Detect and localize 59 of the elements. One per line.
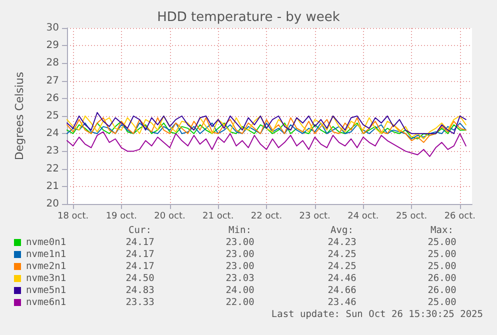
y-axis-title: Degrees Celsius <box>13 72 26 160</box>
legend-label: nvme1n1 <box>26 249 66 260</box>
text: 24.50 <box>126 273 154 284</box>
line-series <box>66 131 466 157</box>
text: Last update: Sun Oct 26 15:30:25 2025 <box>271 309 483 320</box>
text: 26.00 <box>428 285 456 296</box>
x-tick-label: 26 oct. <box>444 212 476 222</box>
x-tick-label: 22 oct. <box>250 212 282 222</box>
y-tick-label: 27 <box>46 75 59 86</box>
text: 23.00 <box>226 261 254 272</box>
text: 25.00 <box>428 249 456 260</box>
text: Cur: <box>128 225 152 236</box>
x-tick-label: 21 oct. <box>202 212 234 222</box>
text: 24.83 <box>126 285 154 296</box>
legend-label: nvme5n1 <box>26 285 66 296</box>
y-tick-label: 20 <box>46 198 59 210</box>
text: 24.17 <box>126 261 154 272</box>
y-tick-label: 25 <box>46 110 59 122</box>
legend-label: nvme2n1 <box>26 261 66 272</box>
text: 23.33 <box>126 297 154 308</box>
text: Avg: <box>330 225 354 236</box>
y-tick-label: 29 <box>46 40 59 52</box>
text: Max: <box>430 225 454 236</box>
text: 24.25 <box>328 261 356 272</box>
x-tick-label: 20 oct. <box>154 212 186 222</box>
x-tick-label: 24 oct. <box>348 212 379 222</box>
legend-label: nvme0n1 <box>26 237 66 248</box>
text: 24.00 <box>226 285 254 296</box>
x-tick-label: 18 oct. <box>57 212 89 222</box>
text: 24.17 <box>126 249 154 260</box>
text: 24.25 <box>328 249 356 260</box>
line-series <box>66 112 466 134</box>
legend-label: nvme3n1 <box>26 273 66 284</box>
text: 23.46 <box>328 297 356 308</box>
y-tick-label: 26 <box>46 92 59 104</box>
text: 23.00 <box>226 249 254 260</box>
text: 24.17 <box>126 237 154 248</box>
text: 25.00 <box>428 237 456 248</box>
y-tick-label: 28 <box>46 58 59 69</box>
y-tick-label: 30 <box>46 22 59 34</box>
text: 26.00 <box>428 273 456 284</box>
y-tick-label: 24 <box>46 128 59 140</box>
text: 23.03 <box>226 273 254 284</box>
text: 24.46 <box>328 273 356 284</box>
text: 25.00 <box>428 297 456 308</box>
text: 25.00 <box>428 261 456 272</box>
legend-label: nvme6n1 <box>26 297 66 308</box>
text: 24.66 <box>328 285 356 296</box>
text: 22.00 <box>226 297 254 308</box>
y-tick-label: 21 <box>46 180 59 192</box>
x-tick-label: 19 oct. <box>106 212 137 222</box>
y-tick-label: 22 <box>46 163 59 174</box>
text: Min: <box>228 225 252 236</box>
y-tick-label: 23 <box>46 146 59 157</box>
chart-title: HDD temperature - by week <box>157 10 340 25</box>
text: 24.23 <box>328 237 356 248</box>
x-tick-label: 23 oct. <box>299 212 330 222</box>
x-tick-label: 25 oct. <box>396 212 428 222</box>
text: 23.00 <box>226 237 254 248</box>
